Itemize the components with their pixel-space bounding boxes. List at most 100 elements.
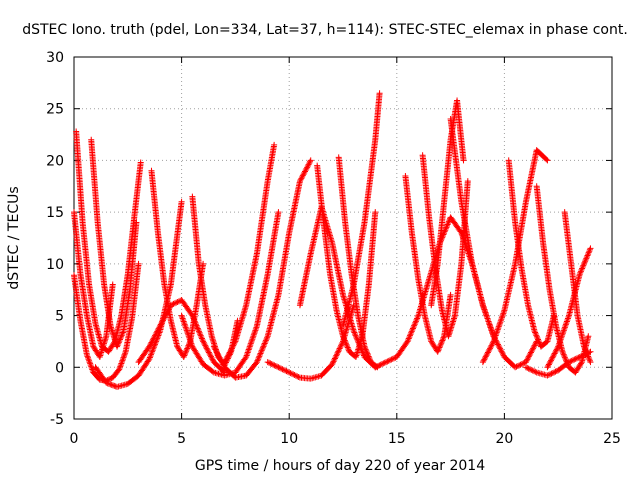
marker-segment: [458, 198, 475, 266]
marker-segment: [180, 339, 193, 360]
marker-segment: [572, 360, 585, 376]
series-arc-27: [522, 348, 594, 379]
marker-segment: [342, 219, 355, 276]
marker-segment: [469, 260, 486, 307]
data-point: [109, 281, 116, 288]
marker-segment: [120, 288, 133, 335]
data-point: [137, 159, 144, 166]
series-arc-6: [148, 167, 207, 360]
series-arc-1: [71, 260, 142, 384]
data-point: [178, 198, 185, 205]
marker-segment: [96, 334, 109, 360]
series-arc-7: [135, 297, 228, 376]
marker-segment: [574, 312, 587, 349]
data-point: [587, 359, 594, 366]
marker-segment: [154, 229, 168, 286]
marker-segment: [447, 116, 465, 204]
ticks: 0 5 10 15 20 25 -5 0 5 10 15 20 25 30: [46, 50, 621, 447]
marker-segment: [340, 283, 357, 329]
marker-segment: [200, 361, 216, 375]
marker-segment: [77, 271, 90, 318]
data-point: [587, 245, 594, 252]
data-point: [464, 178, 471, 185]
marker-segment: [320, 219, 333, 276]
x-tick-label: 20: [495, 431, 513, 447]
series-arc-12: [264, 302, 357, 382]
marker-segment: [522, 339, 539, 366]
marker-segment: [365, 210, 379, 288]
data-point: [544, 157, 551, 164]
marker-segment: [148, 167, 161, 235]
marker-segment: [565, 354, 582, 366]
marker-segment: [490, 308, 507, 345]
marker-segment: [421, 312, 434, 343]
series-arc-4: [88, 136, 140, 350]
y-axis-label: dSTEC / TECUs: [6, 186, 22, 289]
y-tick-label: 15: [46, 205, 64, 221]
marker-segment: [83, 312, 97, 349]
marker-segment: [372, 359, 388, 371]
series-arc-16: [340, 90, 383, 329]
marker-segment: [135, 344, 152, 366]
marker-segment: [118, 272, 131, 319]
series-arc-21: [447, 116, 540, 371]
marker-segment: [355, 312, 368, 349]
marker-segment: [109, 367, 122, 381]
axes: [73, 56, 613, 420]
marker-segment: [329, 339, 346, 368]
marker-segment: [402, 172, 415, 235]
marker-segment: [73, 128, 86, 224]
marker-segment: [522, 364, 539, 375]
marker-segment: [372, 91, 383, 143]
marker-segment: [77, 317, 90, 357]
marker-segment: [383, 354, 399, 366]
marker-segment: [79, 219, 92, 286]
marker-segment: [221, 339, 238, 366]
marker-segment: [404, 314, 421, 345]
marker-segment: [210, 359, 227, 375]
marker-segment: [275, 364, 291, 375]
marker-segment: [202, 302, 215, 338]
marker-segment: [408, 229, 422, 281]
marker-segment: [167, 317, 180, 349]
marker-segment: [232, 303, 249, 345]
series-arc-11: [221, 141, 278, 366]
marker-segment: [555, 360, 571, 374]
series-arc-10: [210, 157, 314, 381]
marker-segment: [286, 369, 302, 380]
x-tick-label: 10: [280, 431, 298, 447]
marker-segment: [221, 364, 238, 380]
x-tick-label: 15: [388, 431, 406, 447]
marker-segment: [546, 286, 559, 328]
marker-segment: [454, 97, 467, 162]
marker-segment: [195, 260, 209, 307]
marker-segment: [296, 158, 314, 185]
marker-segment: [445, 314, 458, 340]
marker-segment: [501, 262, 518, 314]
marker-segment: [124, 373, 141, 387]
y-tick-label: 5: [55, 309, 64, 325]
data-point: [460, 157, 467, 164]
data-point: [447, 291, 454, 298]
marker-segment: [101, 281, 114, 328]
marker-segment: [533, 147, 550, 163]
marker-segment: [537, 339, 550, 350]
data-point: [307, 157, 314, 164]
marker-segment: [94, 219, 107, 286]
x-tick-label: 5: [177, 431, 186, 447]
marker-segment: [71, 209, 84, 276]
marker-segment: [505, 157, 518, 224]
marker-segment: [114, 329, 126, 350]
marker-segment: [92, 364, 109, 385]
marker-segment: [296, 252, 314, 309]
marker-segment: [525, 302, 538, 333]
marker-segment: [512, 359, 528, 371]
marker-segment: [178, 297, 195, 318]
marker-segment: [264, 210, 282, 278]
marker-segment: [415, 276, 428, 317]
marker-segment: [419, 152, 432, 219]
data-point: [585, 333, 592, 340]
marker-segment: [189, 312, 206, 343]
x-tick-label: 0: [70, 431, 79, 447]
marker-segment: [71, 272, 84, 323]
